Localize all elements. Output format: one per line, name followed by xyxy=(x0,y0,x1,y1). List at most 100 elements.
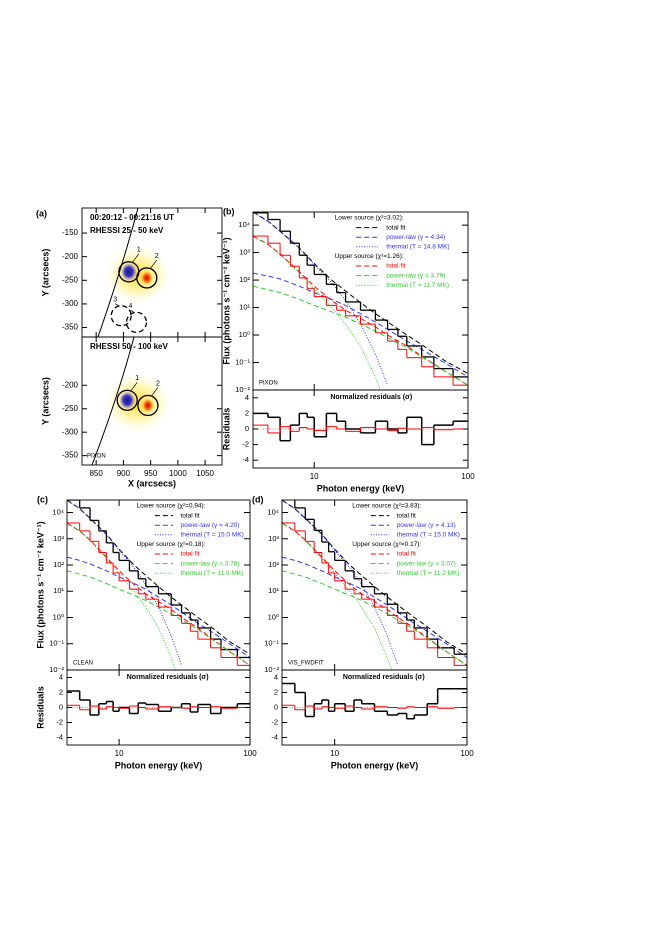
legend-label: thermal (T = 14.8 MK) xyxy=(386,244,449,251)
fit-curve xyxy=(282,570,467,666)
source-contour xyxy=(136,267,158,289)
fit-curve xyxy=(67,556,250,658)
fit-curve xyxy=(67,522,176,670)
y-tick-label: -2 xyxy=(271,717,278,726)
legend-label: power-law (γ = 4.13) xyxy=(397,522,456,529)
method-label: CLEAN xyxy=(73,661,93,667)
y-tick-label: 10² xyxy=(268,560,279,569)
spectrum-layer xyxy=(253,212,468,390)
source-leader xyxy=(130,382,138,391)
fit-curve xyxy=(253,272,468,378)
source-contour xyxy=(110,305,132,327)
x-axis-label: Photon energy (keV) xyxy=(317,483,405,493)
y-tick-label: -2 xyxy=(56,717,63,726)
panel-label: (b) xyxy=(223,206,235,216)
method-label: PIXON xyxy=(87,454,106,460)
y-tick-label: 4 xyxy=(245,393,249,402)
panel-label: (d) xyxy=(252,494,264,504)
legend-label: total fit xyxy=(386,224,405,231)
legend-title: Upper source (χ²=1.26): xyxy=(335,253,404,260)
y-tick-label: 10⁴ xyxy=(267,508,279,517)
legend-label: power-law (γ = 3.07) xyxy=(397,560,456,567)
x-tick-label: 10 xyxy=(330,749,339,758)
x-tick-label: 10 xyxy=(310,472,319,481)
residual-layer xyxy=(67,690,250,716)
y-tick-label: 10⁰ xyxy=(53,612,64,621)
source-label: 3 xyxy=(113,297,117,304)
y-tick-label: 10⁻² xyxy=(264,665,279,674)
y-tick-label: -4 xyxy=(271,732,278,741)
solar-limb xyxy=(97,208,139,337)
legend-title: Upper source (χ²=0.18): xyxy=(137,541,206,548)
legend-title: Lower source (χ²=0.94): xyxy=(137,503,206,510)
y-tick-label: -300 xyxy=(62,299,79,308)
y-tick-label: 0 xyxy=(245,424,249,433)
y-tick-label: -250 xyxy=(62,404,79,413)
y-tick-label: 10³ xyxy=(53,534,64,543)
fit-curve xyxy=(67,570,250,666)
y-tick-label: -200 xyxy=(62,380,79,389)
legend-title: Lower source (χ²=3.02): xyxy=(335,215,404,222)
legend-label: thermal (T = 15.0 MK) xyxy=(180,532,243,539)
y-tick-label: -200 xyxy=(62,252,79,261)
fit-curve xyxy=(253,212,389,386)
residual-title: Normalized residuals (σ) xyxy=(343,674,425,681)
spectrum-layer xyxy=(282,500,467,670)
y-tick-label: 0 xyxy=(274,702,278,711)
legend-label: total fit xyxy=(397,512,416,519)
y-axis-label: Flux (photons s⁻¹ cm⁻² keV⁻¹) xyxy=(221,237,231,364)
x-axis-label: X (arcsecs) xyxy=(128,478,176,488)
emission-core xyxy=(141,398,154,413)
solar-limb xyxy=(91,337,135,465)
y-axis-label: Flux (photons s⁻¹ cm⁻² keV⁻¹) xyxy=(35,521,45,648)
legend-label: total fit xyxy=(180,551,199,558)
legend-title: Upper source (χ²=0.17): xyxy=(352,541,421,548)
source-label: 1 xyxy=(137,247,141,254)
y-tick-label: 10⁻¹ xyxy=(49,639,64,648)
panel-label: (a) xyxy=(36,208,47,218)
y-axis-label: Residuals xyxy=(35,686,45,729)
panel-label: (c) xyxy=(37,494,48,504)
legend-label: power-law (γ = 3.79) xyxy=(386,272,445,279)
y-tick-label: 2 xyxy=(59,687,63,696)
source-label: 4 xyxy=(129,303,133,310)
source-leader xyxy=(132,253,140,263)
x-tick-label: 10 xyxy=(115,749,124,758)
source-leader xyxy=(150,259,158,269)
source-contour xyxy=(116,389,138,411)
legend-label: power-law (γ = 4.20) xyxy=(180,522,239,529)
y-tick-label: 10³ xyxy=(268,534,279,543)
y-tick-label: -150 xyxy=(62,228,79,237)
x-tick-label: 100 xyxy=(243,749,257,758)
emission-core xyxy=(120,262,137,281)
source-contour xyxy=(137,394,159,417)
legend-label: total fit xyxy=(180,512,199,519)
legend-label: total fit xyxy=(386,263,405,270)
residual-layer xyxy=(253,412,468,446)
source-label: 2 xyxy=(155,253,159,260)
x-tick-label: 950 xyxy=(144,469,158,478)
fit-curve xyxy=(282,500,467,655)
y-tick-label: 0 xyxy=(59,702,63,711)
y-axis-label: Y (arcsecs) xyxy=(40,249,50,297)
x-axis-label: Photon energy (keV) xyxy=(115,760,203,770)
fit-curve xyxy=(67,522,250,666)
image-caption: RHESSI 50 - 100 keV xyxy=(90,342,168,351)
legend-label: thermal (T = 15.0 MK) xyxy=(397,532,460,539)
method-label: VIS_FWDFIT xyxy=(288,661,324,667)
source-label: 2 xyxy=(156,380,160,387)
legend-label: power-law (γ = 4.34) xyxy=(386,234,445,241)
y-tick-label: 10¹ xyxy=(53,586,64,595)
legend-label: thermal (T = 11.0 MK) xyxy=(180,570,243,577)
image-layer xyxy=(91,337,172,465)
image-layer xyxy=(97,208,172,337)
frame xyxy=(81,336,223,466)
fit-curve xyxy=(253,212,468,374)
x-tick-label: 1000 xyxy=(169,469,187,478)
y-tick-label: 10⁰ xyxy=(239,330,250,339)
residual-title: Normalized residuals (σ) xyxy=(330,394,412,401)
y-tick-label: 10¹ xyxy=(239,303,250,312)
y-tick-label: 10⁻¹ xyxy=(235,358,250,367)
y-tick-label: 10⁴ xyxy=(52,508,64,517)
